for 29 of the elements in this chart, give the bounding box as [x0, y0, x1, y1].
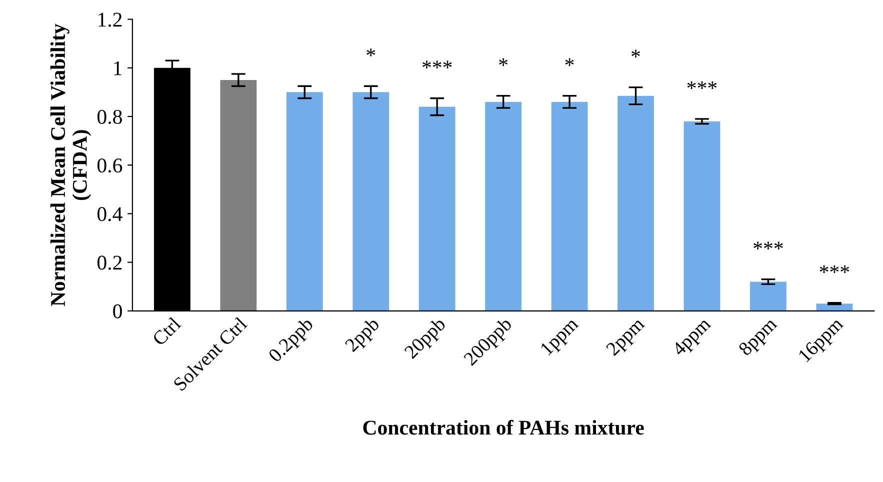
bar [618, 96, 654, 311]
y-tick-label: 0.8 [97, 110, 122, 124]
annotation: *** [687, 81, 717, 90]
annotation: * [499, 58, 508, 66]
y-tick-label: 0.2 [97, 256, 122, 270]
y-tick-label: 1 [114, 61, 122, 76]
bar [220, 80, 257, 311]
annotation: * [366, 48, 376, 56]
x-tick-label: 2ppb [344, 316, 383, 356]
x-axis-title: Concentration of PAHs mixture [363, 420, 644, 435]
bar [684, 121, 720, 311]
bar [418, 106, 456, 311]
annotation: *** [754, 242, 783, 250]
bar [750, 282, 786, 311]
annotation: *** [422, 60, 452, 68]
y-tick-label: 1.2 [98, 12, 122, 27]
bar [816, 304, 853, 311]
x-tick-label: Ctrl [151, 316, 182, 346]
annotation: * [632, 50, 640, 58]
y-tick-label: 0 [113, 304, 122, 318]
y-tick-label: 0.6 [97, 158, 122, 173]
annotation: *** [820, 265, 850, 273]
bar [485, 102, 522, 311]
bar [352, 92, 390, 311]
y-axis-title: Normalized Mean Cell Viability (CFDA) [50, 24, 92, 306]
bar [286, 92, 323, 311]
bar [551, 102, 588, 311]
annotation: * [565, 58, 574, 66]
y-tick-label: 0.4 [97, 207, 122, 222]
